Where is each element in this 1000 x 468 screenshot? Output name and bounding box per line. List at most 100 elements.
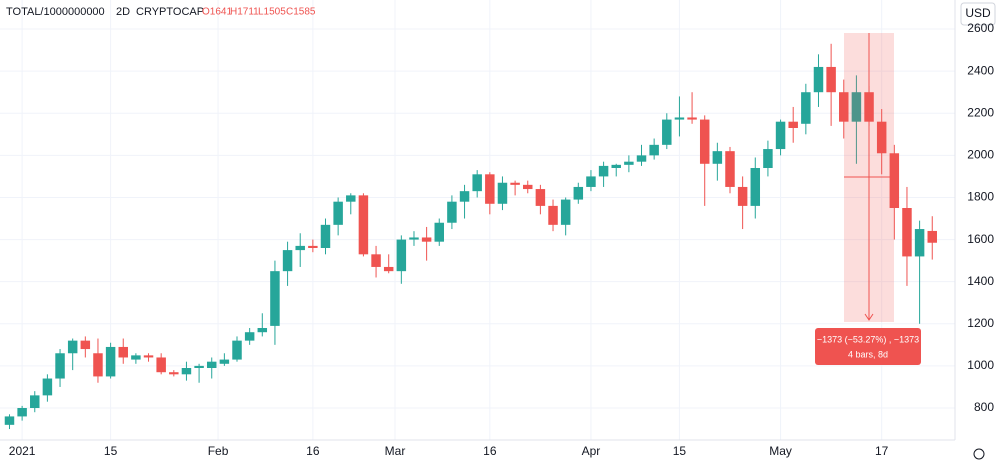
settings-icon[interactable] bbox=[973, 448, 985, 460]
candle-body bbox=[624, 161, 634, 165]
y-tick-label: 1600 bbox=[967, 232, 994, 246]
interval: 2D bbox=[116, 6, 130, 18]
candle-body bbox=[889, 153, 900, 208]
candle-body bbox=[143, 355, 154, 358]
x-tick-label: 16 bbox=[306, 444, 320, 458]
settings-gear[interactable] bbox=[973, 448, 985, 460]
y-tick-label: 2200 bbox=[967, 105, 994, 119]
candle-body bbox=[472, 174, 482, 192]
candle-body bbox=[560, 199, 571, 225]
currency-button[interactable] bbox=[960, 2, 996, 26]
candle-body bbox=[30, 395, 40, 408]
candle-body bbox=[598, 165, 609, 177]
candle-body bbox=[788, 121, 798, 128]
candle-body bbox=[55, 353, 65, 379]
candle-body bbox=[295, 245, 305, 251]
candle-body bbox=[17, 408, 27, 417]
candle-body bbox=[737, 186, 748, 206]
candle-body bbox=[105, 346, 116, 377]
candle-body bbox=[636, 155, 647, 162]
candle-body bbox=[459, 191, 470, 202]
candle-body bbox=[358, 195, 369, 255]
y-tick-label: 1400 bbox=[967, 274, 994, 288]
candle-body bbox=[282, 250, 293, 272]
y-tick-label: 2000 bbox=[967, 148, 994, 162]
candle-body bbox=[118, 346, 128, 358]
candle-body bbox=[523, 184, 533, 190]
ohlc-value: H1711 bbox=[230, 7, 259, 18]
measure-label: −1373 (−53.27%) , −1373 bbox=[817, 334, 919, 344]
grid bbox=[0, 0, 955, 440]
candle-body bbox=[169, 372, 179, 375]
candle-body bbox=[409, 237, 419, 240]
exchange: CRYPTOCAP bbox=[136, 6, 204, 18]
candle-body bbox=[485, 174, 495, 204]
candle-body bbox=[346, 195, 356, 202]
candle-body bbox=[548, 205, 558, 225]
x-tick-label: 15 bbox=[673, 444, 687, 458]
candle-body bbox=[775, 121, 786, 150]
candle-body bbox=[914, 229, 925, 257]
candle-body bbox=[244, 332, 255, 341]
candle-body bbox=[826, 66, 836, 93]
candle-body bbox=[662, 119, 672, 145]
ohlc-value: O1641 bbox=[202, 7, 232, 18]
currency[interactable]: USD bbox=[965, 6, 991, 20]
x-tick-label: 17 bbox=[875, 444, 889, 458]
measure-sublabel: 4 bars, 8d bbox=[848, 349, 888, 359]
candle-body bbox=[219, 359, 230, 364]
candle-body bbox=[371, 254, 381, 267]
candle-body bbox=[839, 92, 849, 122]
candle-body bbox=[206, 361, 217, 368]
measure-overlay: −1373 (−53.27%) , −1373 4 bars, 8d bbox=[815, 33, 921, 365]
candle-body bbox=[712, 151, 723, 164]
candle-body bbox=[383, 266, 394, 272]
candle-body bbox=[320, 224, 331, 248]
candle-body bbox=[902, 208, 912, 257]
candle-body bbox=[396, 239, 407, 272]
candle-body bbox=[194, 365, 204, 368]
x-tick-label: Apr bbox=[582, 444, 601, 458]
candle-body bbox=[813, 66, 824, 93]
candle-body bbox=[497, 182, 508, 204]
y-tick-label: 2400 bbox=[967, 63, 994, 77]
candle-body bbox=[93, 353, 103, 377]
candle-body bbox=[699, 119, 710, 164]
symbol: TOTAL/1000000000 bbox=[6, 6, 105, 18]
candle-body bbox=[611, 164, 621, 168]
measure-arrow bbox=[864, 313, 874, 321]
x-tick-label: 16 bbox=[483, 444, 497, 458]
x-tick-label: 2021 bbox=[9, 444, 36, 458]
ohlc-value: L1505 bbox=[258, 7, 286, 18]
candle-body bbox=[725, 151, 735, 187]
candle-body bbox=[586, 176, 596, 187]
measure-label-box bbox=[815, 328, 921, 365]
candle-body bbox=[80, 340, 91, 350]
candle-body bbox=[67, 340, 78, 354]
candle-body bbox=[535, 189, 546, 206]
candle-body bbox=[181, 368, 192, 375]
candle-body bbox=[257, 328, 268, 333]
candle-body bbox=[156, 357, 166, 373]
ohlc-value: C1585 bbox=[286, 7, 316, 18]
x-tick-label: May bbox=[769, 444, 792, 458]
y-tick-label: 1200 bbox=[967, 316, 994, 330]
candle-body bbox=[674, 117, 685, 120]
candle-body bbox=[131, 355, 141, 360]
candle-body bbox=[42, 378, 53, 396]
x-tick-label: 15 bbox=[104, 444, 118, 458]
candle-body bbox=[573, 186, 584, 200]
y-tick-label: 1800 bbox=[967, 190, 994, 204]
candle-body bbox=[649, 144, 659, 156]
candle-body bbox=[851, 92, 862, 122]
candle-body bbox=[687, 117, 697, 120]
candle-body bbox=[232, 340, 242, 360]
x-tick-label: Feb bbox=[208, 444, 229, 458]
y-tick-label: 800 bbox=[974, 400, 994, 414]
x-tick-label: Mar bbox=[385, 444, 406, 458]
candle-body bbox=[333, 201, 343, 225]
candle-body bbox=[434, 222, 445, 242]
candle-body bbox=[510, 182, 520, 185]
